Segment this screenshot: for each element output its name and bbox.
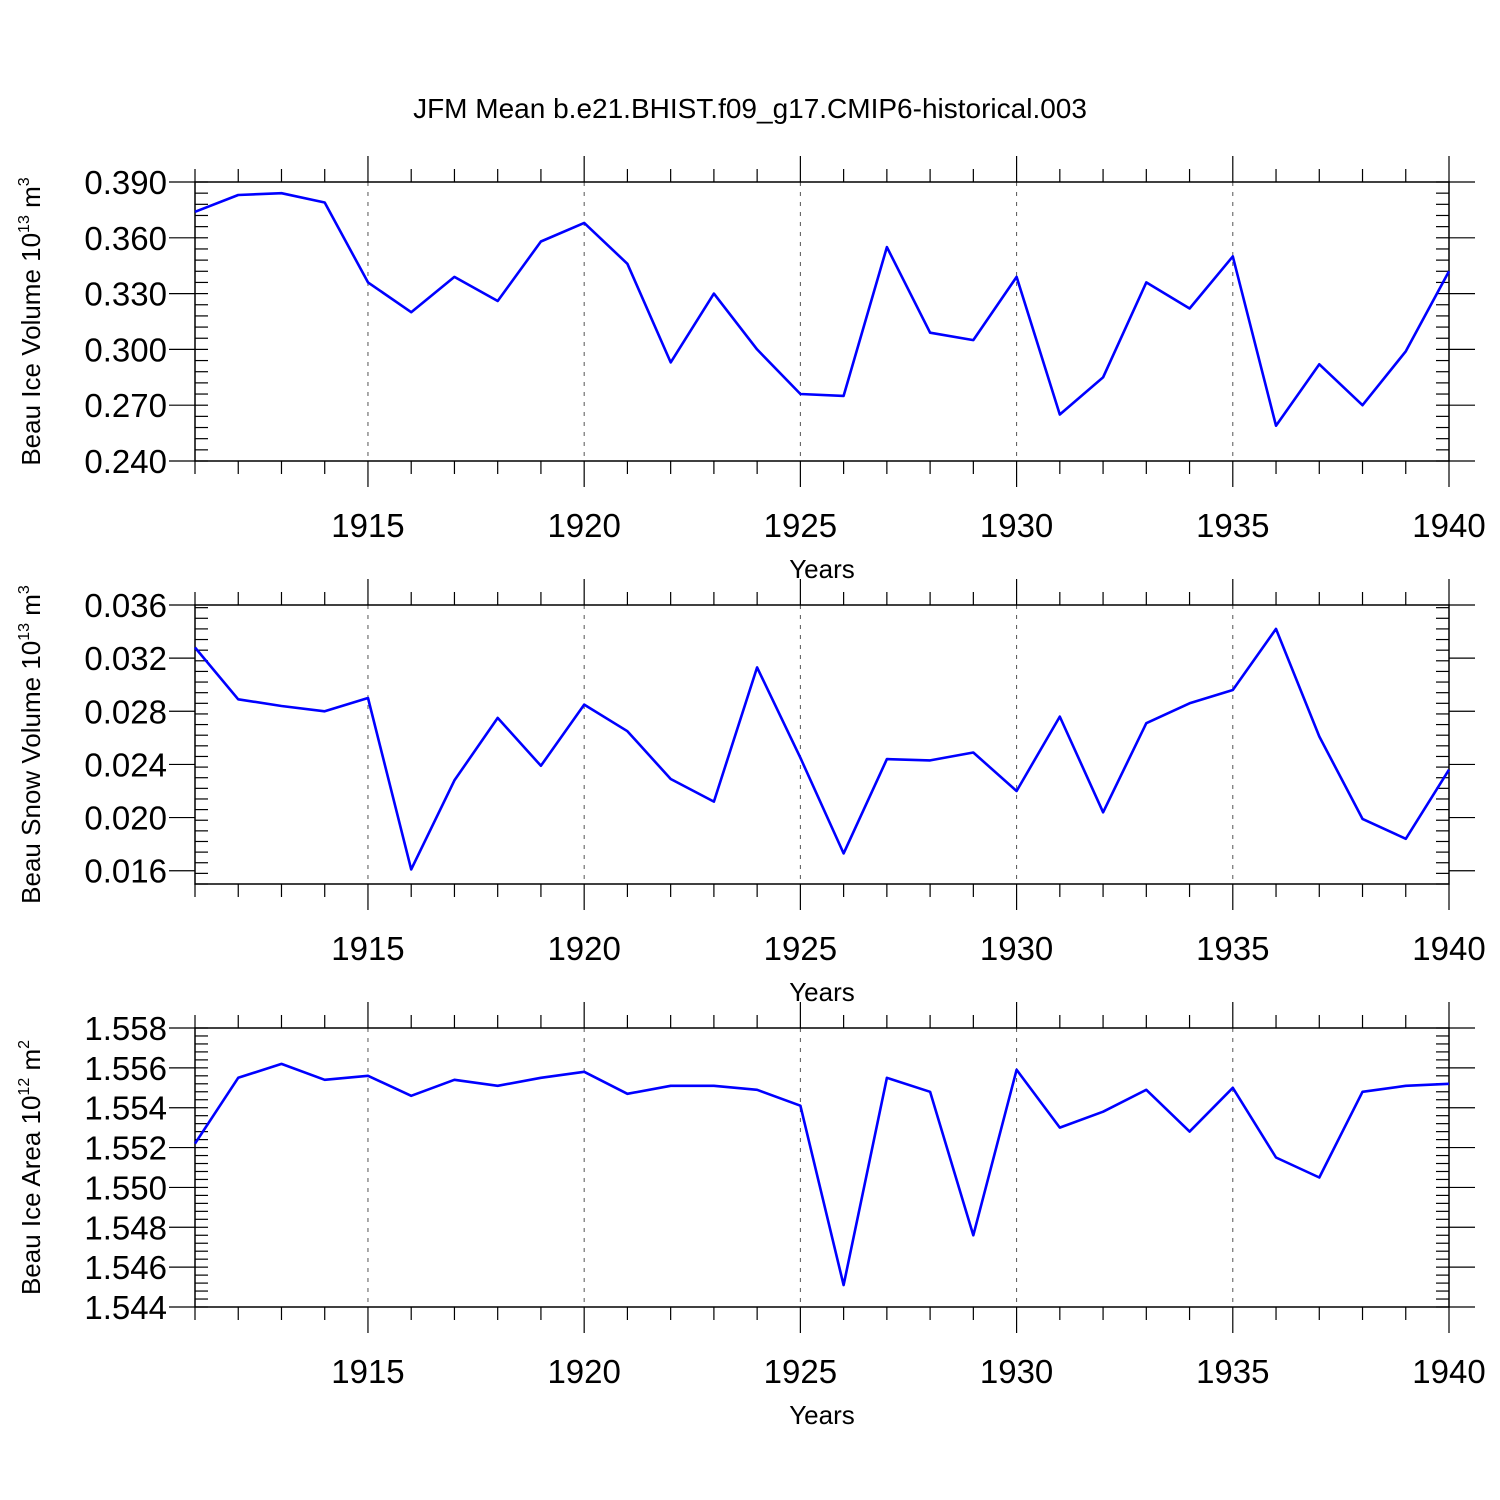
x-axis-title: Years	[789, 977, 855, 1007]
y-tick-label: 0.028	[84, 693, 167, 730]
panel-3: 1.5441.5461.5481.5501.5521.5541.5561.558…	[16, 1002, 1486, 1430]
x-axis-title: Years	[789, 554, 855, 584]
x-tick-label: 1915	[331, 930, 404, 967]
y-tick-label: 1.552	[84, 1130, 167, 1167]
plot-frame	[194, 604, 1450, 885]
x-tick-label: 1935	[1196, 930, 1269, 967]
series-line	[194, 191, 1451, 428]
y-tick-label: 1.554	[84, 1090, 167, 1127]
x-tick-label: 1930	[980, 1353, 1053, 1390]
x-tick-label: 1925	[764, 1353, 837, 1390]
plot-frame	[194, 1027, 1450, 1308]
y-tick-label: 1.548	[84, 1209, 167, 1246]
y-tick-label: 0.330	[84, 276, 167, 313]
y-tick-label: 0.024	[84, 746, 167, 783]
y-axis-title: Beau Ice Volume 1013 m3	[16, 177, 46, 465]
x-tick-label: 1930	[980, 930, 1053, 967]
panels: 0.240 0.270 0.300 0.330 0.360 0.390 1915 1920 19…	[16, 156, 1486, 1430]
figure-title: JFM Mean b.e21.BHIST.f09_g17.CMIP6-histo…	[413, 93, 1087, 124]
y-tick-label: 1.546	[84, 1249, 167, 1286]
panel-1: 0.240 0.270 0.300 0.330 0.360 0.390 1915 1920 19…	[16, 156, 1486, 584]
y-axis-title: Beau Snow Volume 1013 m3	[16, 585, 46, 904]
y-tick-label: 0.016	[84, 853, 167, 890]
y-tick-label: 1.544	[84, 1289, 167, 1326]
x-tick-label: 1935	[1196, 1353, 1269, 1390]
plot-frame	[194, 181, 1450, 462]
x-tick-label: 1930	[980, 507, 1053, 544]
x-tick-label: 1915	[331, 507, 404, 544]
x-tick-label: 1925	[764, 930, 837, 967]
y-tick-label: 0.360	[84, 220, 167, 257]
x-tick-label: 1940	[1412, 1353, 1485, 1390]
y-tick-label: 0.020	[84, 800, 167, 837]
y-tick-label: 0.300	[84, 331, 167, 368]
y-tick-label: 0.270	[84, 387, 167, 424]
x-tick-label: 1935	[1196, 507, 1269, 544]
x-tick-label: 1920	[547, 1353, 620, 1390]
y-tick-label: 0.390	[84, 164, 167, 201]
y-tick-label: 0.036	[84, 587, 167, 624]
y-tick-label: 1.558	[84, 1010, 167, 1047]
series-line	[194, 627, 1451, 871]
x-tick-label: 1940	[1412, 507, 1485, 544]
x-tick-label: 1915	[331, 1353, 404, 1390]
y-axis-title: Beau Ice Area 1012 m2	[16, 1040, 46, 1295]
x-axis-title: Years	[789, 1400, 855, 1430]
y-tick-label: 0.032	[84, 640, 167, 677]
x-tick-label: 1940	[1412, 930, 1485, 967]
x-tick-label: 1920	[547, 507, 620, 544]
y-tick-label: 1.550	[84, 1169, 167, 1206]
panel-2: 0.016 0.020 0.024 0.028 0.032 0.036 1915 1920 19…	[16, 579, 1486, 1007]
y-tick-label: 0.240	[84, 443, 167, 480]
x-tick-label: 1920	[547, 930, 620, 967]
x-tick-label: 1925	[764, 507, 837, 544]
y-tick-label: 1.556	[84, 1050, 167, 1087]
series-line	[193, 1062, 1450, 1287]
